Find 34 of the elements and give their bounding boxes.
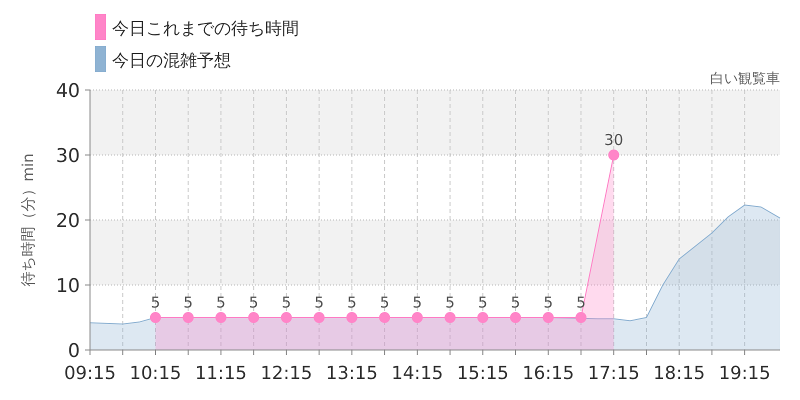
x-tick-label: 10:15 (130, 363, 182, 384)
data-label: 5 (150, 294, 160, 312)
legend-label: 今日これまでの待ち時間 (112, 19, 299, 39)
y-axis-title: 待ち時間（分）min (19, 153, 37, 287)
x-tick-label: 15:15 (456, 363, 509, 384)
x-tick-label: 14:15 (391, 363, 444, 384)
data-label: 30 (604, 131, 624, 149)
y-tick-label: 0 (68, 340, 80, 362)
data-label: 5 (314, 294, 324, 312)
x-tick-label: 12:15 (260, 363, 312, 384)
data-label: 5 (248, 294, 258, 312)
data-label: 5 (282, 294, 292, 312)
y-tick-label: 40 (56, 80, 80, 102)
x-tick-label: 11:15 (194, 363, 247, 384)
data-label: 5 (543, 294, 554, 312)
data-label: 5 (380, 294, 390, 312)
chart-subtitle: 白い観覧車 (710, 71, 780, 87)
data-label: 5 (347, 294, 357, 312)
data-label: 5 (510, 294, 520, 312)
x-tick-label: 09:15 (64, 363, 116, 384)
x-tick-label: 17:15 (588, 363, 640, 384)
y-tick-label: 10 (56, 275, 80, 297)
data-label: 5 (445, 294, 455, 312)
x-tick-label: 16:15 (522, 363, 574, 384)
x-tick-label: 18:15 (653, 363, 706, 384)
legend-label: 今日の混雑予想 (112, 51, 231, 71)
x-tick-label: 13:15 (326, 363, 378, 384)
x-tick-label: 19:15 (718, 363, 771, 384)
y-tick-label: 30 (56, 145, 80, 167)
data-label: 5 (478, 294, 488, 312)
data-label: 5 (183, 294, 193, 312)
data-label: 5 (412, 294, 422, 312)
data-label: 5 (216, 294, 226, 312)
y-tick-label: 20 (56, 210, 80, 232)
